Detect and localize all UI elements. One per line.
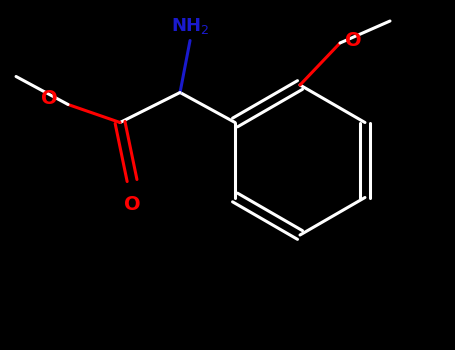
Text: O: O [345, 32, 362, 50]
Text: O: O [41, 89, 58, 108]
Text: NH$_2$: NH$_2$ [171, 15, 209, 35]
Text: O: O [124, 196, 140, 215]
